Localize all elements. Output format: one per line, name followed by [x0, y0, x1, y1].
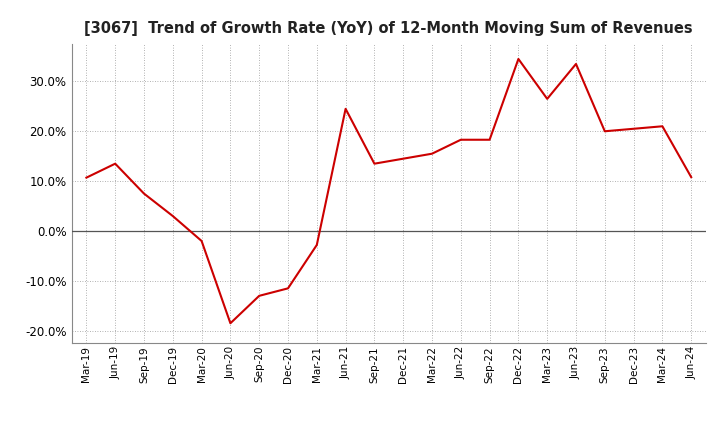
Title: [3067]  Trend of Growth Rate (YoY) of 12-Month Moving Sum of Revenues: [3067] Trend of Growth Rate (YoY) of 12-… [84, 21, 693, 36]
